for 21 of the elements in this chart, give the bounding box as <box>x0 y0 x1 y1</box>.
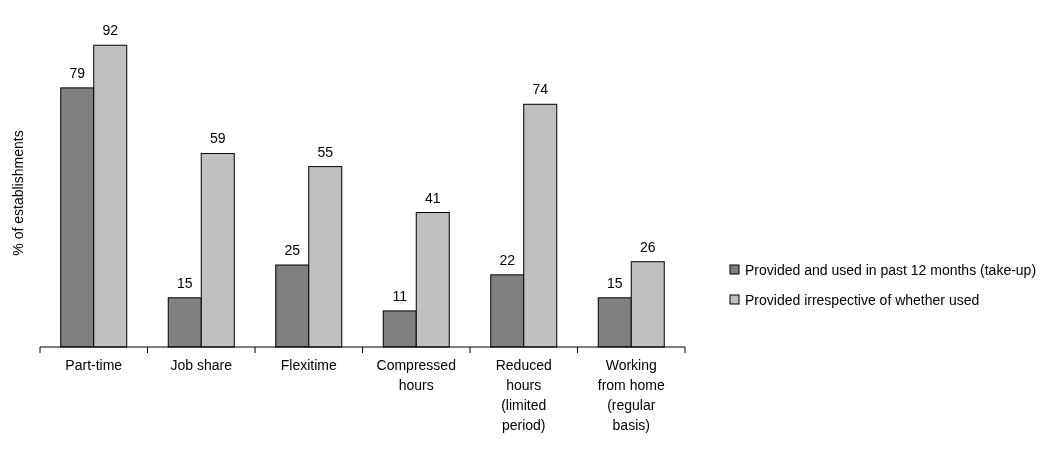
data-label: 26 <box>639 238 656 255</box>
data-label: 59 <box>209 130 226 147</box>
data-label: 41 <box>424 189 441 206</box>
data-label: 11 <box>392 287 408 304</box>
data-label: 79 <box>69 64 86 81</box>
x-tick-label: Job share <box>170 357 233 373</box>
data-label: 25 <box>284 242 301 258</box>
x-tick-label: Flexitime <box>280 357 337 373</box>
x-tick-label: Reduced hours (limited period) <box>495 357 552 433</box>
legend-label: Provided irrespective of whether used <box>745 292 980 308</box>
data-label: 15 <box>176 274 193 291</box>
data-label: 22 <box>499 251 516 268</box>
x-tick-label: Part-time <box>65 357 123 373</box>
x-tick-label: Working from home (regular basis) <box>597 357 665 433</box>
legend-label: Provided and used in past 12 months (take-up) <box>745 262 1037 278</box>
x-tick-label: Compressed hours <box>376 357 456 393</box>
data-label: 15 <box>606 274 623 291</box>
data-label: 55 <box>317 143 334 160</box>
data-label: 92 <box>102 22 119 39</box>
y-axis-title: % of establishments <box>10 130 26 256</box>
data-label: 74 <box>532 81 549 98</box>
